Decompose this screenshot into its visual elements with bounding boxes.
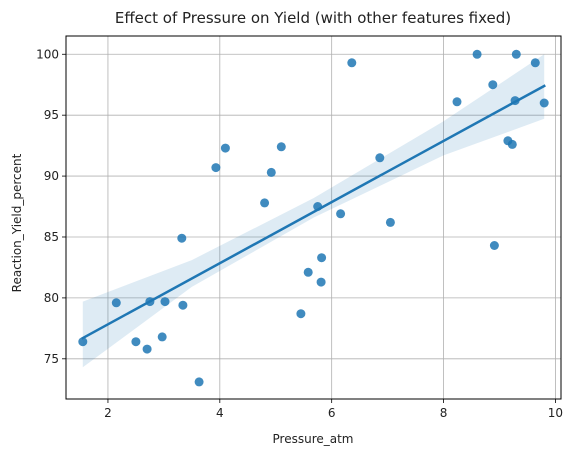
x-tick-label: 2 (104, 406, 112, 420)
data-point (111, 298, 121, 308)
data-points (78, 49, 549, 387)
data-point (157, 332, 167, 342)
data-point (178, 300, 188, 310)
data-point (177, 233, 187, 243)
data-point (539, 98, 549, 108)
y-axis-label: Reaction_Yield_percent (10, 153, 24, 292)
x-tick-label: 8 (440, 406, 448, 420)
data-point (510, 96, 520, 106)
data-point (530, 58, 540, 68)
regression-line-layer (81, 84, 546, 340)
data-point (313, 202, 323, 211)
regression-line (81, 84, 546, 340)
data-point (276, 142, 286, 152)
x-tick-label: 10 (548, 406, 563, 420)
data-point (220, 143, 230, 153)
data-point (194, 377, 204, 387)
y-tick-label: 80 (44, 291, 59, 305)
data-point (142, 344, 152, 354)
data-point (211, 163, 221, 173)
data-point (385, 217, 395, 227)
data-point (266, 167, 276, 177)
data-point (488, 80, 498, 90)
x-axis-label: Pressure_atm (273, 432, 354, 446)
data-point (160, 297, 170, 307)
y-tick-label: 90 (44, 169, 59, 183)
data-point (303, 267, 313, 277)
y-tick-label: 100 (36, 47, 59, 61)
data-point (145, 297, 155, 307)
x-axis-ticks: 2 4 6 8 10 (104, 399, 563, 420)
data-point (131, 337, 141, 347)
data-point (78, 337, 88, 347)
data-point (336, 209, 346, 219)
data-point (507, 139, 517, 149)
y-tick-label: 85 (44, 230, 59, 244)
data-point (472, 49, 482, 59)
y-axis-ticks: 75 80 85 90 95 100 (36, 47, 66, 366)
y-tick-label: 75 (44, 352, 59, 366)
data-point (347, 58, 357, 68)
y-tick-label: 95 (44, 108, 59, 122)
data-point (452, 97, 462, 107)
data-point (511, 49, 521, 59)
x-tick-label: 6 (328, 406, 336, 420)
plot-frame (65, 35, 562, 400)
data-point (296, 309, 306, 319)
data-point (489, 241, 499, 250)
data-point (317, 253, 327, 263)
data-point (316, 277, 326, 287)
data-point (260, 198, 270, 208)
data-point (375, 153, 385, 163)
x-tick-label: 4 (216, 406, 224, 420)
chart-title: Effect of Pressure on Yield (with other … (115, 9, 511, 27)
